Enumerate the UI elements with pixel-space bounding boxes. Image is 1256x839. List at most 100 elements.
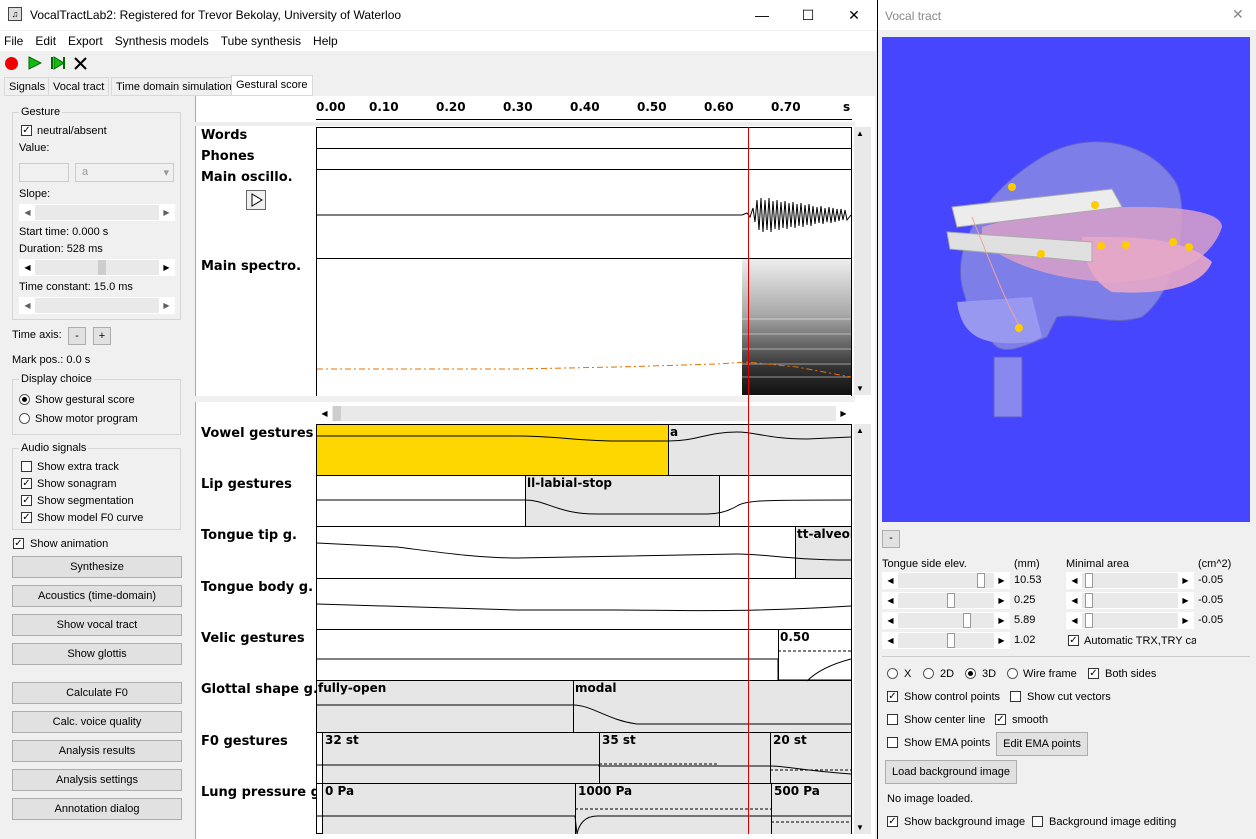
- close-button[interactable]: ✕: [848, 7, 860, 23]
- lung-gesture-1[interactable]: 0 Pa: [322, 784, 575, 834]
- vowel-gesture-selected[interactable]: [317, 425, 669, 475]
- ema-points-checkbox[interactable]: [887, 737, 898, 748]
- motor-program-radio[interactable]: [19, 413, 30, 424]
- vt-title-bar: Vocal tract ✕: [878, 0, 1256, 30]
- velic-gesture[interactable]: 0.50: [778, 630, 851, 680]
- record-icon[interactable]: [5, 57, 18, 70]
- play-icon[interactable]: [28, 56, 42, 70]
- value-input[interactable]: [19, 163, 69, 182]
- menu-export[interactable]: Export: [68, 34, 103, 48]
- label-velic: Velic gestures: [201, 631, 305, 646]
- show-vocal-tract-button[interactable]: Show vocal tract: [12, 614, 182, 636]
- wire-frame-radio[interactable]: [1007, 668, 1018, 679]
- min-area-slider-1[interactable]: ◀ ▶: [1066, 572, 1194, 589]
- analysis-settings-button[interactable]: Analysis settings: [12, 769, 182, 791]
- menu-help[interactable]: Help: [313, 34, 338, 48]
- lung-gesture-3[interactable]: 500 Pa: [771, 784, 851, 834]
- time-constant-slider[interactable]: ◀ ▶: [19, 297, 175, 314]
- min-area-slider-2[interactable]: ◀ ▶: [1066, 592, 1194, 609]
- play-oscillo-icon[interactable]: [246, 190, 266, 210]
- gestural-score-radio[interactable]: [19, 394, 30, 405]
- top-vscroll[interactable]: ▲ ▼: [854, 127, 871, 395]
- sonagram-checkbox[interactable]: ✓: [21, 478, 32, 489]
- reset-view-button[interactable]: -: [882, 530, 900, 548]
- calculate-f0-button[interactable]: Calculate F0: [12, 682, 182, 704]
- tongue-side-slider-4[interactable]: ◀ ▶: [882, 632, 1010, 649]
- synthesize-button[interactable]: Synthesize: [12, 556, 182, 578]
- tongue-side-slider-2[interactable]: ◀ ▶: [882, 592, 1010, 609]
- min-area-slider-3[interactable]: ◀ ▶: [1066, 612, 1194, 629]
- maximize-button[interactable]: ☐: [801, 7, 815, 23]
- tongue-tip-gesture[interactable]: tt-alveola: [795, 527, 851, 578]
- load-bg-button[interactable]: Load background image: [885, 760, 1017, 784]
- tongue-body-track[interactable]: [316, 578, 852, 629]
- label-tongue-tip: Tongue tip g.: [201, 528, 297, 543]
- time-marker[interactable]: [748, 127, 749, 834]
- slope-slider[interactable]: ◀ ▶: [19, 204, 175, 221]
- tongue-tip-track[interactable]: [316, 526, 852, 578]
- menu-edit[interactable]: Edit: [35, 34, 57, 48]
- menu-bar: File Edit Export Synthesis models Tube synth…: [0, 31, 876, 51]
- vowel-gesture-a[interactable]: a: [669, 425, 851, 475]
- acoustics-button[interactable]: Acoustics (time-domain): [12, 585, 182, 607]
- both-sides-checkbox[interactable]: ✓: [1088, 668, 1099, 679]
- vt-close-button[interactable]: ✕: [1232, 6, 1244, 22]
- f0-gesture-3[interactable]: 20 st: [770, 733, 851, 783]
- words-track[interactable]: [316, 127, 852, 148]
- view-x-radio[interactable]: [887, 668, 898, 679]
- segmentation-checkbox[interactable]: ✓: [21, 495, 32, 506]
- f0-gesture-2[interactable]: 35 st: [599, 733, 770, 783]
- edit-ema-button[interactable]: Edit EMA points: [996, 732, 1088, 756]
- tongue-side-slider-3[interactable]: ◀ ▶: [882, 612, 1010, 629]
- value-select[interactable]: a ▾: [75, 163, 174, 182]
- app-icon: ♫: [8, 7, 22, 21]
- cut-vectors-checkbox[interactable]: [1010, 691, 1021, 702]
- show-bg-checkbox[interactable]: ✓: [887, 816, 898, 827]
- tab-vocal-tract[interactable]: Vocal tract: [48, 77, 110, 96]
- tab-gestural-score[interactable]: Gestural score: [231, 75, 313, 96]
- f0-gesture-1[interactable]: 32 st: [322, 733, 599, 783]
- duration-slider[interactable]: ◀ ▶: [19, 259, 175, 276]
- label-tongue-body: Tongue body g.: [201, 580, 314, 595]
- bottom-vscroll[interactable]: ▲ ▼: [854, 424, 871, 834]
- tab-signals[interactable]: Signals: [4, 77, 51, 96]
- annotation-dialog-button[interactable]: Annotation dialog: [12, 798, 182, 820]
- time-axis-plus[interactable]: +: [93, 327, 111, 345]
- view-2d-radio[interactable]: [923, 668, 934, 679]
- tick-0: 0.00: [316, 100, 346, 114]
- tick-7: 0.70: [771, 100, 801, 114]
- menu-synthesis-models[interactable]: Synthesis models: [114, 34, 209, 48]
- lip-gesture[interactable]: ll-labial-stop: [525, 476, 720, 526]
- tick-4: 0.40: [570, 100, 600, 114]
- label-lung: Lung pressure g.: [201, 785, 325, 800]
- view-3d-radio[interactable]: [965, 668, 976, 679]
- show-animation-checkbox[interactable]: ✓: [13, 538, 24, 549]
- neutral-checkbox[interactable]: ✓: [21, 125, 32, 136]
- analysis-results-button[interactable]: Analysis results: [12, 740, 182, 762]
- control-points-checkbox[interactable]: ✓: [887, 691, 898, 702]
- menu-tube-synthesis[interactable]: Tube synthesis: [220, 34, 302, 48]
- auto-trx-checkbox[interactable]: ✓: [1068, 635, 1079, 646]
- glottal-gesture-1[interactable]: fully-open: [317, 681, 573, 732]
- extra-track-checkbox[interactable]: [21, 461, 32, 472]
- score-hscroll[interactable]: ◀ ▶: [316, 405, 852, 422]
- model-f0-checkbox[interactable]: ✓: [21, 512, 32, 523]
- center-line-checkbox[interactable]: [887, 714, 898, 725]
- minimize-button[interactable]: —: [755, 7, 769, 23]
- tab-time-domain[interactable]: Time domain simulation: [111, 77, 237, 96]
- smooth-checkbox[interactable]: ✓: [995, 714, 1006, 725]
- velic-track[interactable]: [316, 629, 852, 680]
- oscillo-track[interactable]: [316, 169, 852, 259]
- stop-icon[interactable]: [74, 57, 87, 70]
- show-glottis-button[interactable]: Show glottis: [12, 643, 182, 665]
- play-selection-icon[interactable]: [50, 56, 66, 70]
- tongue-side-slider-1[interactable]: ◀ ▶: [882, 572, 1010, 589]
- tick-unit: s: [843, 100, 851, 114]
- bg-editing-checkbox[interactable]: [1032, 816, 1043, 827]
- phones-track[interactable]: [316, 148, 852, 169]
- label-words: Words: [201, 128, 248, 143]
- menu-file[interactable]: File: [4, 34, 24, 48]
- vocal-tract-3d-view[interactable]: [882, 37, 1250, 522]
- time-axis-minus[interactable]: -: [68, 327, 86, 345]
- calc-voice-quality-button[interactable]: Calc. voice quality: [12, 711, 182, 733]
